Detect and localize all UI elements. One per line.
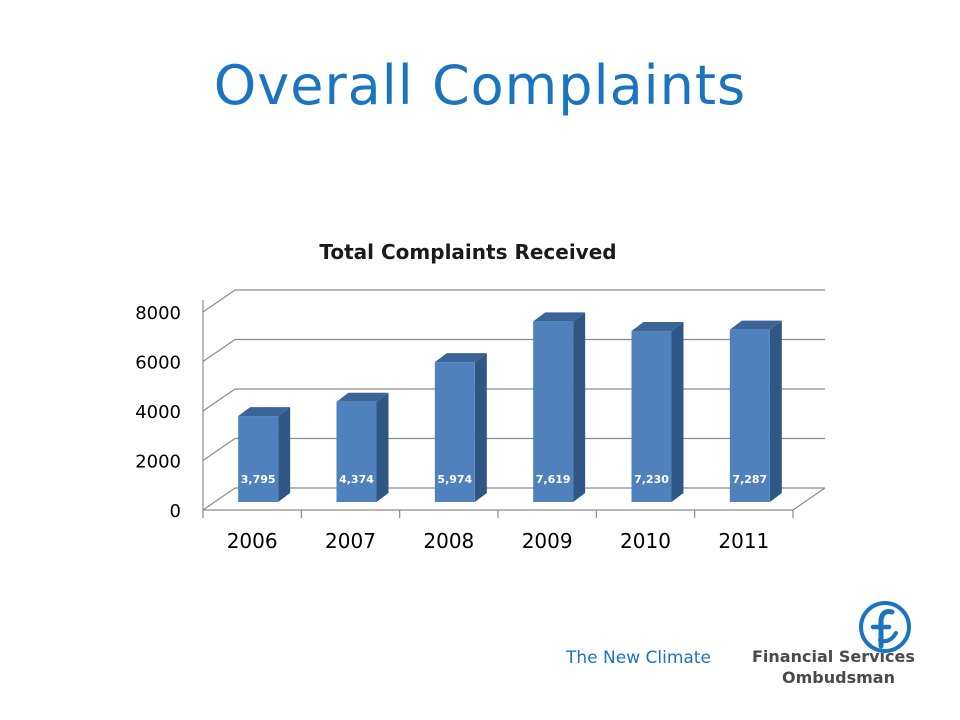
bar-front	[729, 329, 770, 502]
bar-2009: 7,619	[533, 312, 586, 502]
x-category-label: 2008	[423, 529, 474, 553]
chart-bars: 3,795 4,374 5,974 7,619 7,230 7,287	[238, 312, 782, 502]
bar-front	[533, 321, 574, 502]
y-tick-label: 8000	[135, 303, 181, 324]
y-tick-label: 4000	[135, 402, 181, 423]
bar-side	[769, 320, 782, 502]
bar-side	[376, 392, 389, 502]
bar-2007: 4,374	[336, 392, 389, 502]
bar-top	[533, 312, 586, 322]
fos-f-circle-icon	[859, 601, 911, 653]
chart-axes	[202, 300, 826, 518]
x-category-label: 2011	[718, 529, 769, 553]
logo-line-1: Financial Services	[752, 647, 915, 666]
bar-data-label: 7,230	[634, 473, 669, 486]
y-tick-label: 6000	[135, 353, 181, 374]
bar-front	[336, 401, 377, 502]
y-axis-ticks: 0 2000 4000 6000 8000	[135, 303, 181, 522]
bar-data-label: 4,374	[339, 473, 374, 486]
bar-front	[631, 331, 672, 502]
bar-top	[238, 407, 291, 417]
bar-data-label: 5,974	[437, 473, 472, 486]
floor-edge-left	[202, 487, 236, 511]
gridline-depth	[202, 289, 236, 313]
bar-front	[238, 416, 279, 502]
gridline-depth	[202, 438, 236, 461]
bar-2008: 5,974	[434, 353, 487, 502]
bar-top	[336, 392, 389, 402]
gridline-depth	[202, 339, 236, 362]
bar-data-label: 3,795	[241, 473, 276, 486]
bar-top	[729, 320, 782, 330]
bar-side	[573, 312, 586, 502]
x-category-label: 2006	[227, 529, 278, 553]
chart-title: Total Complaints Received	[319, 240, 616, 264]
bar-top	[434, 353, 487, 363]
bar-2006: 3,795	[238, 407, 291, 502]
bar-2011: 7,287	[729, 320, 782, 502]
y-tick-label: 0	[170, 501, 181, 522]
x-category-label: 2007	[325, 529, 376, 553]
logo-line-2: Ombudsman	[782, 668, 895, 687]
x-category-label: 2009	[522, 529, 573, 553]
slide-tagline: The New Climate	[566, 648, 711, 668]
bar-data-label: 7,287	[732, 473, 767, 486]
x-category-label: 2010	[620, 529, 671, 553]
bar-data-label: 7,619	[536, 473, 571, 486]
bar-top	[631, 322, 684, 332]
slide-title: Overall Complaints	[213, 54, 747, 117]
y-tick-label: 2000	[135, 452, 181, 473]
organization-logo-text: Financial Services Ombudsman	[752, 646, 915, 688]
x-axis-categories: 2006 2007 2008 2009 2010 2011	[227, 529, 770, 553]
bar-side	[278, 407, 291, 502]
gridline-depth	[202, 388, 236, 412]
bar-side	[474, 353, 487, 502]
bar-side	[671, 322, 684, 502]
bar-front	[434, 362, 475, 502]
chart-gridlines	[202, 289, 825, 461]
floor-edge-right	[792, 487, 826, 511]
bar-2010: 7,230	[631, 322, 684, 502]
